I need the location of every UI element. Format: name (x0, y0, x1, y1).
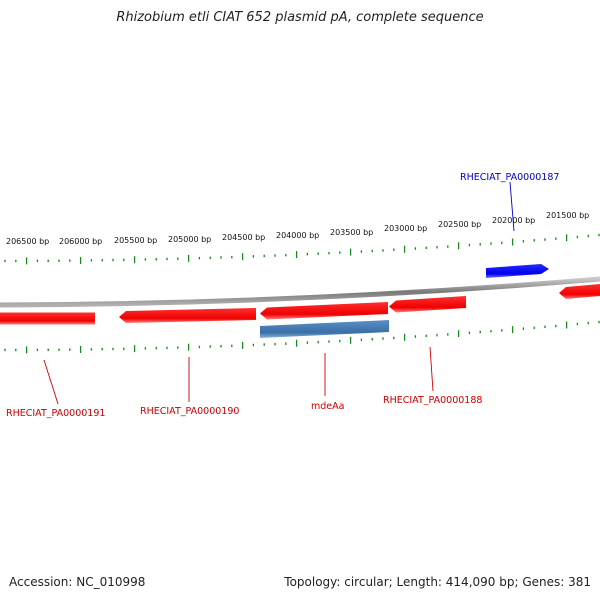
ruler-label: 204000 bp (276, 231, 319, 240)
feature-labels: RHECIAT_PA0000191 RHECIAT_PA0000190 mdeA… (6, 172, 559, 419)
feature-label[interactable]: RHECIAT_PA0000187 (460, 172, 559, 183)
gene-rheciat-pa0000191[interactable] (0, 312, 95, 325)
feature-label[interactable]: RHECIAT_PA0000191 (6, 408, 105, 419)
leader-line (429, 346, 434, 392)
ruler-label: 203000 bp (384, 224, 427, 233)
gene-rheciat-pa0000190[interactable] (119, 308, 256, 323)
gene-rheciat-pa0000188[interactable] (389, 296, 466, 313)
outer-tick-ruler (4, 233, 600, 265)
ruler-label: 205500 bp (114, 236, 157, 245)
feature-label[interactable]: RHECIAT_PA0000188 (383, 395, 482, 406)
gene-rheciat-pa0000186[interactable] (559, 284, 600, 299)
leader-line (43, 359, 59, 405)
inner-tick-ruler (4, 320, 600, 354)
topology-summary: Topology: circular; Length: 414,090 bp; … (284, 575, 591, 589)
ruler-label: 206500 bp (6, 237, 49, 246)
ruler-label: 202500 bp (438, 220, 481, 229)
ruler-label: 206000 bp (59, 237, 102, 246)
gene-rheciat-pa0000189[interactable] (260, 302, 388, 320)
ruler-label: 204500 bp (222, 233, 265, 242)
gene-rheciat-pa0000187[interactable] (486, 264, 549, 278)
feature-label[interactable]: RHECIAT_PA0000190 (140, 406, 239, 417)
leader-line (509, 181, 515, 232)
accession-text: Accession: NC_010998 (9, 575, 146, 589)
map-title: Rhizobium etli CIAT 652 plasmid pA, comp… (116, 10, 484, 25)
ruler-label: 201500 bp (546, 211, 589, 220)
ruler-labels: 206500 bp 206000 bp 205500 bp 205000 bp … (6, 211, 589, 246)
ruler-label: 203500 bp (330, 228, 373, 237)
plasmid-backbone (0, 276, 600, 308)
feature-label[interactable]: mdeAa (311, 401, 344, 412)
gene-mdeaa[interactable] (260, 320, 389, 338)
ruler-label: 205000 bp (168, 235, 211, 244)
label-leaders (43, 181, 515, 405)
ruler-label: 202000 bp (492, 216, 535, 225)
